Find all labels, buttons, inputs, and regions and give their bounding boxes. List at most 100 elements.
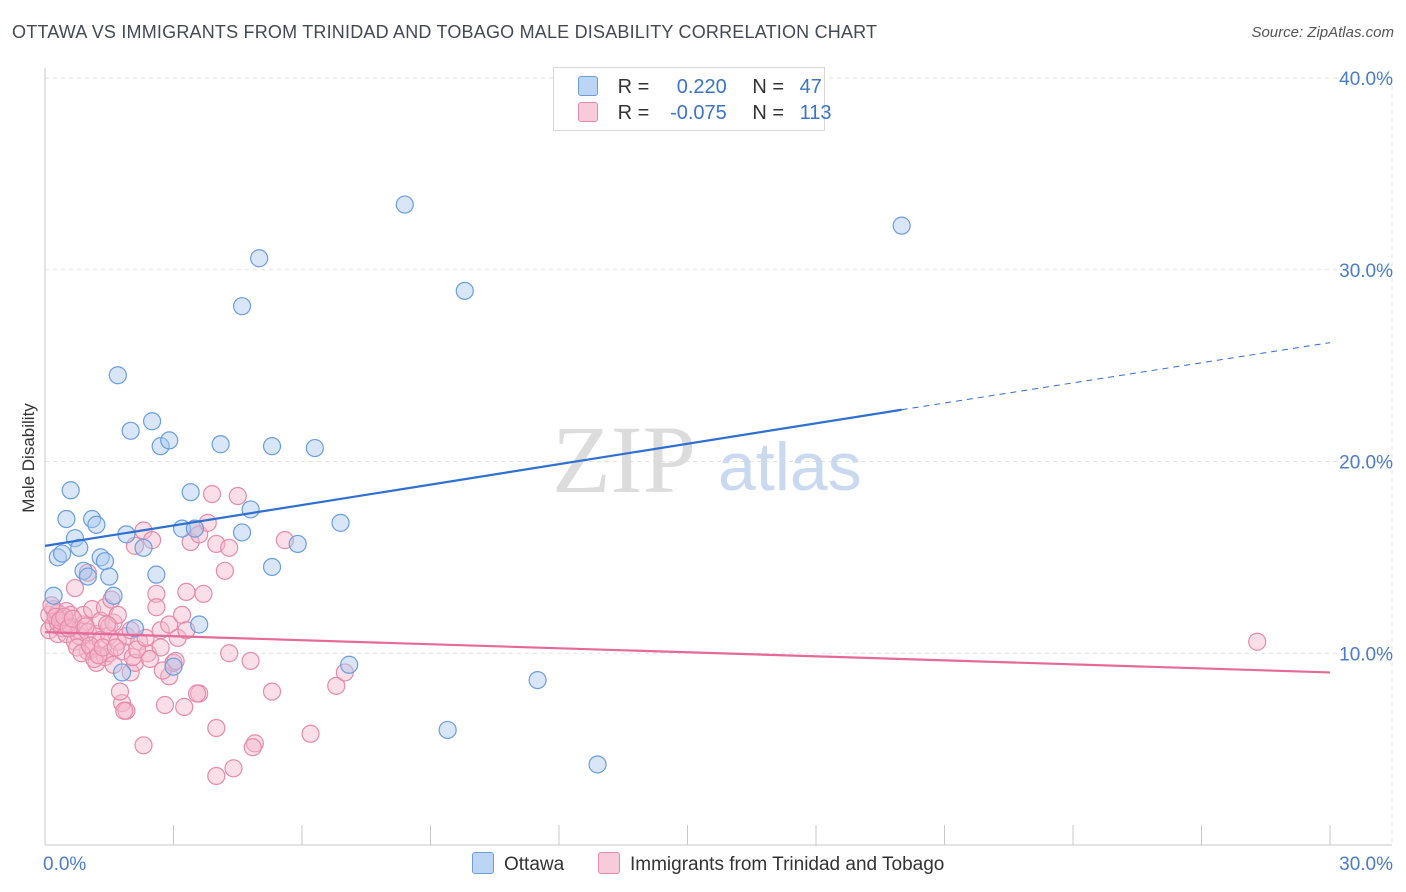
trinidad-point-15 — [65, 578, 85, 598]
ottawa-trend-extension — [901, 342, 1331, 411]
ottawa-point-32 — [232, 297, 252, 316]
bottom-ottawa-label: Ottawa — [504, 854, 565, 875]
ottawa-n-value: 47 — [799, 76, 822, 98]
bottom-trinidad-swatch — [598, 852, 620, 874]
bottom-trinidad-label: Immigrants from Trinidad and Tobago — [630, 854, 945, 875]
trend-lines — [44, 342, 1331, 674]
ottawa-point-33 — [241, 500, 260, 519]
ottawa-point-4 — [61, 481, 80, 500]
trinidad-r-label: R = — [617, 102, 650, 124]
ottawa-swatch — [578, 76, 598, 96]
ottawa-r-value: 0.220 — [676, 76, 727, 98]
trinidad-point-100 — [106, 638, 125, 657]
ottawa-point-22 — [147, 565, 166, 584]
ottawa-point-12 — [95, 552, 115, 571]
ottawa-point-15 — [108, 366, 127, 385]
ottawa-point-30 — [211, 435, 230, 454]
trinidad-point-78 — [241, 651, 260, 671]
axes — [44, 68, 1392, 846]
ottawa-point-38 — [305, 438, 324, 458]
trinidad-point-77 — [228, 486, 247, 506]
ottawa-point-13 — [100, 567, 119, 586]
trinidad-point-111 — [243, 738, 262, 757]
trinidad-point-74 — [220, 538, 239, 557]
trinidad-point-48 — [134, 736, 153, 755]
ottawa-point-3 — [57, 509, 76, 529]
x-tick-label-max: 30.0% — [1339, 854, 1393, 875]
trinidad-point-54 — [151, 638, 170, 657]
trinidad-point-102 — [115, 701, 134, 720]
correlation-legend: R = 0.220 N = 47 R = -0.075 N = 113 — [553, 67, 832, 131]
ottawa-point-19 — [125, 619, 145, 638]
ottawa-point-34 — [250, 249, 269, 268]
trinidad-point-61 — [177, 582, 196, 601]
bottom-legend-trinidad: Immigrants from Trinidad and Tobago — [598, 852, 944, 876]
bottom-ottawa-swatch — [472, 852, 494, 874]
ottawa-point-44 — [528, 670, 547, 690]
chart-title: OTTAWA VS IMMIGRANTS FROM TRINIDAD AND T… — [12, 22, 878, 42]
trinidad-point-106 — [140, 649, 160, 669]
ottawa-point-21 — [142, 412, 162, 431]
trinidad-n-label: N = — [752, 102, 785, 124]
trinidad-point-82 — [301, 724, 320, 743]
ottawa-point-46 — [892, 216, 911, 235]
trinidad-point-73 — [215, 561, 234, 580]
trinidad-point-60 — [172, 605, 192, 625]
ottawa-point-10 — [87, 515, 106, 534]
y-tick-label-20: 20.0% — [1339, 453, 1393, 474]
ottawa-point-27 — [181, 483, 200, 502]
ottawa-point-37 — [288, 534, 307, 554]
y-axis-label: Male Disability — [19, 403, 38, 513]
trinidad-point-101 — [110, 682, 130, 701]
ottawa-point-28 — [185, 519, 205, 538]
bottom-legend-ottawa: Ottawa — [472, 852, 564, 876]
trinidad-point-72 — [207, 766, 226, 786]
trinidad-point-83 — [327, 676, 346, 695]
trinidad-point-51 — [147, 584, 166, 603]
ottawa-point-24 — [160, 431, 179, 450]
ottawa-point-45 — [588, 755, 607, 774]
ottawa-point-42 — [438, 720, 457, 740]
trinidad-trend-line — [44, 631, 1331, 674]
y-tick-labels: 10.0% 20.0% 30.0% 40.0% — [1339, 69, 1393, 665]
trinidad-point-80 — [262, 682, 282, 701]
trinidad-point-55 — [155, 695, 175, 715]
ottawa-point-36 — [262, 557, 282, 577]
ottawa-point-25 — [164, 657, 183, 676]
trinidad-swatch — [578, 102, 598, 122]
ottawa-n-label: N = — [752, 76, 785, 98]
trinidad-point-76 — [224, 759, 243, 778]
trinidad-point-112 — [1248, 632, 1267, 651]
trinidad-point-71 — [207, 718, 226, 738]
ottawa-point-20 — [134, 538, 153, 557]
ottawa-point-35 — [262, 437, 282, 456]
legend-row-ottawa: R = 0.220 N = 47 — [578, 76, 822, 102]
watermark: ZIP atlas — [552, 406, 862, 513]
ottawa-points — [44, 195, 911, 774]
watermark-atlas: atlas — [718, 429, 862, 505]
x-tick-labels: 0.0% 30.0% — [43, 854, 1393, 875]
trinidad-point-75 — [220, 644, 239, 663]
x-tick-label-min: 0.0% — [43, 854, 86, 875]
trinidad-point-56 — [160, 615, 179, 634]
trinidad-points — [40, 484, 1267, 786]
ottawa-point-41 — [395, 195, 414, 214]
source-label: Source: ZipAtlas.com — [1251, 24, 1394, 41]
watermark-zip: ZIP — [552, 406, 696, 513]
trinidad-n-value: 113 — [799, 102, 832, 124]
trinidad-point-52 — [147, 598, 166, 617]
trinidad-r-value: -0.075 — [670, 102, 727, 124]
y-tick-label-10: 10.0% — [1339, 644, 1393, 665]
y-tick-label-40: 40.0% — [1339, 69, 1393, 90]
trinidad-point-110 — [187, 684, 207, 703]
ottawa-point-31 — [232, 523, 252, 542]
trinidad-point-109 — [175, 697, 194, 717]
legend-row-trinidad: R = -0.075 N = 113 — [578, 102, 832, 128]
trinidad-point-93 — [76, 617, 95, 636]
ottawa-point-2 — [53, 544, 72, 563]
ottawa-point-8 — [78, 567, 97, 586]
trinidad-point-107 — [153, 661, 172, 680]
trinidad-point-98 — [98, 615, 117, 634]
ottawa-trend-line — [44, 408, 902, 547]
trinidad-point-67 — [194, 584, 213, 603]
